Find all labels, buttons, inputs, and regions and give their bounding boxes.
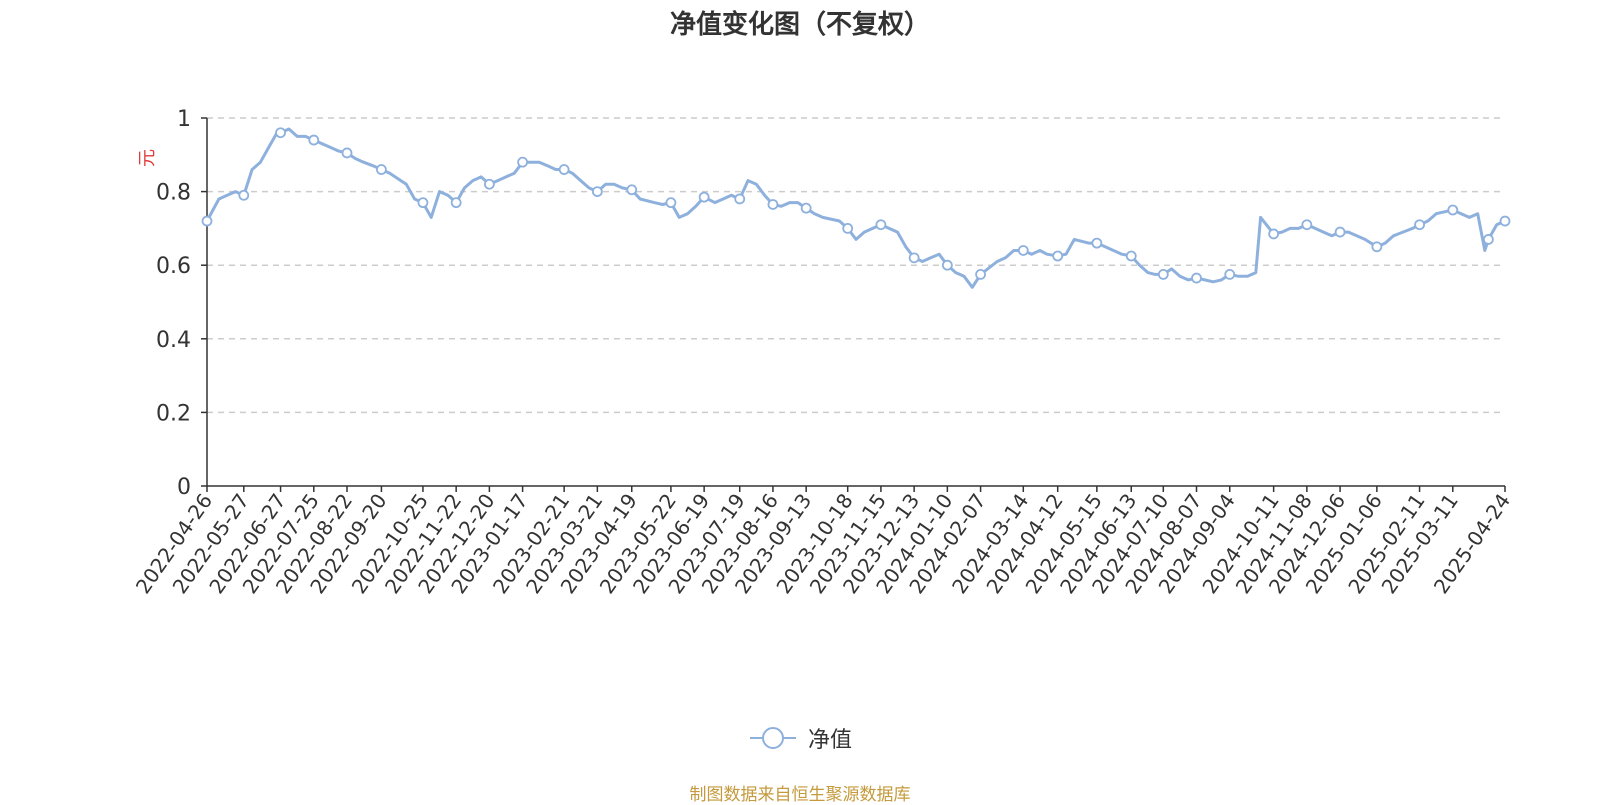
data-point-marker: [800, 202, 812, 214]
data-point-marker: [201, 215, 213, 227]
data-point-marker: [591, 186, 603, 198]
data-point-marker: [698, 191, 710, 203]
data-point-marker: [1224, 268, 1236, 280]
data-point-marker: [665, 197, 677, 209]
data-point-marker: [450, 197, 462, 209]
data-point-marker: [908, 252, 920, 264]
data-point-marker: [1334, 226, 1346, 238]
legend-label: 净值: [807, 728, 852, 753]
data-point-marker: [308, 134, 320, 146]
data-point-marker: [767, 199, 779, 210]
legend-item-nav[interactable]: 净值: [748, 722, 852, 754]
data-point-marker: [1268, 228, 1280, 240]
data-point-marker: [1301, 219, 1313, 231]
axes: 0 0.2 0.4 0.6 0.8 1: [156, 107, 1506, 500]
data-point-marker: [275, 127, 286, 139]
data-point-marker: [1482, 234, 1494, 245]
grid-lines: [207, 117, 1500, 414]
data-point-marker: [376, 164, 387, 175]
y-tick-label: 0.2: [156, 401, 191, 426]
data-point-marker: [1052, 250, 1064, 262]
data-point-marker: [517, 156, 529, 168]
series-markers: [201, 127, 1511, 284]
legend[interactable]: 净值: [0, 722, 1600, 756]
data-point-marker: [734, 193, 746, 205]
data-point-marker: [1447, 204, 1459, 216]
legend-line-marker-icon: [749, 727, 796, 749]
data-point-marker: [483, 178, 495, 190]
data-point-marker: [1499, 215, 1511, 227]
data-point-marker: [626, 184, 638, 196]
series-lines: [205, 127, 1506, 289]
x-tick-labels: 2022-04-262022-05-272022-06-272022-07-25…: [131, 489, 1515, 598]
data-point-marker: [1414, 219, 1425, 231]
source-note: 制图数据来自恒生聚源数据库: [689, 785, 911, 805]
y-tick-label: 0.4: [156, 328, 191, 353]
data-point-marker: [1017, 245, 1029, 256]
y-tick-label: 1: [177, 107, 191, 132]
data-point-marker: [341, 147, 353, 159]
data-point-marker: [1125, 250, 1137, 262]
data-point-marker: [1091, 237, 1103, 249]
data-point-marker: [1157, 268, 1169, 280]
chart-title: 净值变化图（不复权）: [669, 10, 930, 40]
data-point-marker: [842, 222, 854, 234]
data-point-marker: [975, 268, 986, 280]
y-tick-label: 0.6: [156, 254, 191, 279]
series-line-nav: [205, 127, 1506, 289]
data-point-marker: [941, 259, 953, 271]
data-point-marker: [417, 197, 429, 209]
data-point-marker: [1191, 272, 1202, 284]
y-tick-label: 0: [177, 475, 191, 500]
data-point-marker: [558, 164, 570, 175]
data-point-marker: [875, 219, 887, 231]
y-tick-label: 0.8: [156, 181, 191, 206]
y-axis-label: 元: [137, 149, 158, 167]
data-point-marker: [1371, 241, 1383, 253]
data-point-marker: [238, 189, 250, 201]
